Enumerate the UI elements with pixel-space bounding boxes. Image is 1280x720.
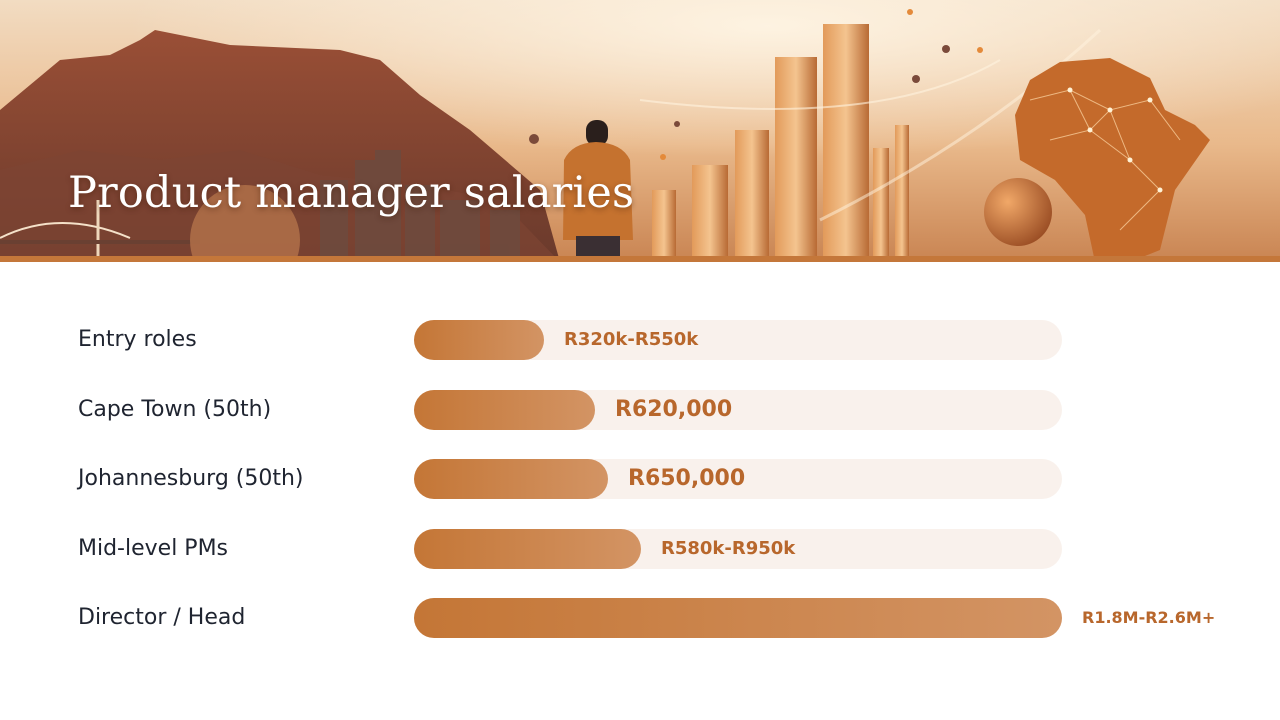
salary-bar bbox=[414, 598, 1062, 638]
value-label: R1.8M-R2.6M+ bbox=[1082, 608, 1216, 627]
value-label: R620,000 bbox=[615, 396, 733, 422]
value-label: R650,000 bbox=[628, 466, 746, 491]
salary-bar bbox=[414, 528, 641, 569]
value-label: R580k-R950k bbox=[661, 537, 796, 559]
category-label: Mid-level PMs bbox=[78, 535, 229, 561]
banner-divider bbox=[0, 256, 1280, 262]
category-label: Entry roles bbox=[78, 327, 197, 352]
value-label: R320k-R550k bbox=[564, 329, 699, 350]
header-banner: Product manager salaries bbox=[0, 0, 1280, 262]
category-label: Cape Town (50th) bbox=[78, 396, 272, 422]
slide-title: Product manager salaries bbox=[68, 168, 635, 218]
salary-bar bbox=[414, 459, 608, 499]
category-label: Director / Head bbox=[78, 605, 246, 630]
cape-town-skyline-illustration bbox=[0, 0, 1280, 262]
category-label: Johannesburg (50th) bbox=[78, 466, 304, 491]
salary-bar bbox=[414, 389, 595, 430]
salary-bar-chart: Entry roles R320k-R550k Cape Town (50th) R6… bbox=[0, 262, 1280, 720]
salary-bar bbox=[414, 320, 544, 360]
